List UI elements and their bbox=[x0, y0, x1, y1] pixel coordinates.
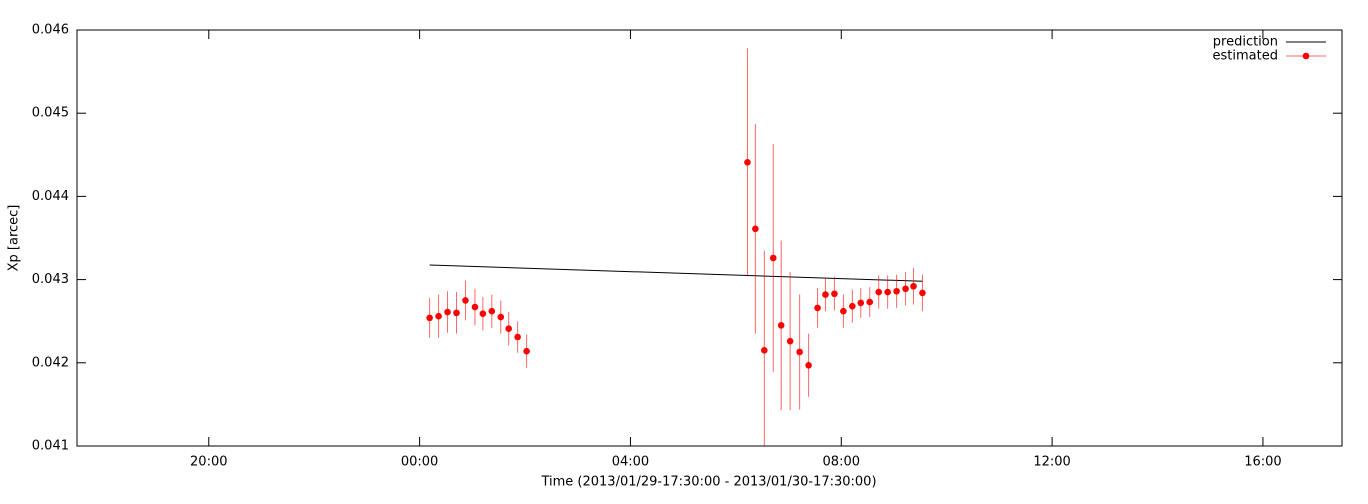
data-point bbox=[488, 307, 496, 315]
data-point bbox=[902, 285, 909, 293]
y-tick-label: 0.044 bbox=[32, 189, 69, 204]
data-point bbox=[822, 291, 829, 298]
x-tick-label: 04:00 bbox=[612, 455, 649, 470]
data-point bbox=[523, 347, 530, 355]
data-point bbox=[910, 282, 917, 290]
legend-label: estimated bbox=[1213, 49, 1278, 64]
data-point bbox=[786, 337, 794, 345]
prediction-line bbox=[429, 264, 923, 282]
data-point bbox=[875, 288, 882, 296]
x-tick-label: 16:00 bbox=[1244, 455, 1281, 470]
legend-swatch-point bbox=[1302, 52, 1310, 60]
data-point bbox=[893, 287, 900, 295]
data-point bbox=[453, 309, 460, 317]
data-point bbox=[497, 313, 505, 321]
data-point bbox=[426, 314, 433, 322]
data-point bbox=[435, 312, 442, 320]
data-point bbox=[777, 322, 785, 329]
data-point bbox=[831, 290, 838, 298]
y-tick-label: 0.043 bbox=[32, 272, 69, 287]
plot-area bbox=[426, 48, 926, 446]
y-tick-label: 0.045 bbox=[32, 106, 69, 121]
plot-frame bbox=[76, 29, 1343, 447]
data-point bbox=[866, 298, 874, 306]
data-point bbox=[462, 297, 469, 304]
x-tick-label: 20:00 bbox=[190, 455, 227, 470]
data-point bbox=[796, 348, 803, 356]
data-point bbox=[505, 325, 512, 332]
legend-label: prediction bbox=[1213, 35, 1278, 50]
y-tick-label: 0.046 bbox=[32, 23, 69, 38]
data-point bbox=[744, 158, 751, 166]
data-point bbox=[919, 289, 926, 297]
y-axis-label: Xp [arcec] bbox=[7, 205, 22, 272]
data-point bbox=[471, 303, 479, 311]
data-point bbox=[857, 299, 865, 307]
x-tick-label: 08:00 bbox=[823, 455, 860, 470]
data-point bbox=[444, 308, 451, 316]
data-point bbox=[479, 310, 487, 318]
x-tick-label: 00:00 bbox=[401, 455, 438, 470]
x-tick-label: 12:00 bbox=[1033, 455, 1070, 470]
data-point bbox=[849, 302, 856, 310]
data-point bbox=[514, 333, 521, 341]
data-point bbox=[769, 254, 777, 262]
data-point bbox=[814, 304, 821, 312]
data-point bbox=[761, 347, 768, 354]
data-point bbox=[840, 307, 847, 315]
y-tick-label: 0.041 bbox=[32, 439, 69, 454]
x-axis-label: Time (2013/01/29-17:30:00 - 2013/01/30-1… bbox=[540, 475, 876, 490]
y-tick-label: 0.042 bbox=[32, 355, 69, 370]
data-point bbox=[805, 361, 812, 369]
data-point bbox=[884, 288, 891, 296]
data-point bbox=[752, 225, 759, 233]
